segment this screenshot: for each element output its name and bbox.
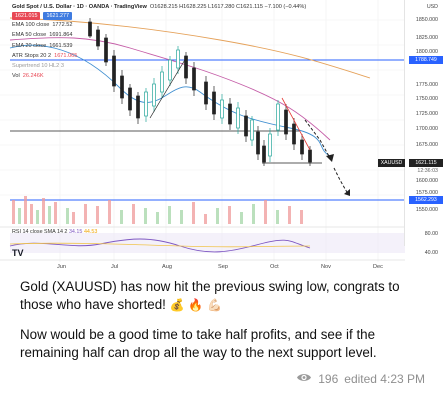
- message-text: Gold (XAUUSD) has now hit the previous s…: [20, 278, 425, 374]
- edited-timestamp: edited 4:23 PM: [344, 372, 425, 386]
- volume-bars: [12, 196, 303, 224]
- rsi-sma-value: 44.53: [83, 229, 98, 235]
- rsi-sma-line: [9, 242, 311, 248]
- money-bag-emoji: 💰: [169, 298, 185, 312]
- price-axis-label: 1600.000: [415, 178, 438, 184]
- rsi-axis-label: 40.00: [424, 250, 438, 256]
- message-footer: 196 edited 4:23 PM: [296, 372, 425, 386]
- price-tag-2: 1621.277: [43, 12, 72, 21]
- indicator-label: EMA 100 close: [12, 22, 50, 29]
- price-axis-label: 1725.000: [415, 111, 438, 117]
- indicator-label: EMA 50 close: [12, 32, 47, 39]
- tradingview-logo: TV: [12, 248, 24, 258]
- time-label: Jul: [111, 264, 119, 270]
- time-axis: Jun Jul Aug Sep Oct Nov Dec: [0, 262, 405, 274]
- fire-emoji: 🔥: [188, 298, 204, 312]
- flexed-arm-emoji: 💪🏻: [207, 298, 222, 312]
- current-price-label: 1621.115: [409, 159, 443, 167]
- indicator-value: 1661.539: [49, 42, 73, 49]
- time-label: Oct: [270, 264, 279, 270]
- price-axis-label: 1825.000: [415, 35, 438, 41]
- rsi-legend: RSI 14 close SMA 14 2 34.15 44.53: [12, 229, 97, 235]
- chart-svg: [0, 0, 405, 262]
- ema-50-line: [9, 37, 331, 141]
- price-axis: USD 1850.000 1825.000 1800.000 1788.749 …: [404, 0, 443, 256]
- projection-arrow-2: [333, 167, 349, 195]
- paragraph-1-text: Gold (XAUUSD) has now hit the previous s…: [20, 279, 400, 312]
- support-price-label: 1562.293: [409, 196, 443, 204]
- chart-image[interactable]: Gold Spot / U.S. Dollar · 1D · OANDA · T…: [0, 0, 443, 274]
- time-label: Nov: [321, 264, 331, 270]
- ohlc-values: O1628.215 H1628.225 L1617.280 C1621.115 …: [149, 4, 307, 10]
- price-axis-label: 1800.000: [415, 49, 438, 55]
- time-label: Sep: [218, 264, 228, 270]
- view-count: 196: [318, 372, 339, 386]
- price-axis-label: 1550.000: [415, 207, 438, 213]
- chart-legend: Gold Spot / U.S. Dollar · 1D · OANDA · T…: [12, 2, 306, 81]
- rsi-label: RSI 14 close SMA 14 2: [12, 229, 68, 235]
- indicator-label: Vol: [12, 73, 20, 80]
- ema-100-line: [9, 17, 371, 79]
- price-axis-label: 1750.000: [415, 96, 438, 102]
- indicator-value: 26.246K: [22, 73, 44, 80]
- candles: [88, 18, 312, 166]
- price-axis-label: 1850.000: [415, 17, 438, 23]
- price-axis-currency: USD: [426, 4, 438, 10]
- indicator-value: 1772.52: [52, 22, 73, 29]
- price-axis-label: 1775.000: [415, 82, 438, 88]
- time-label: Aug: [162, 264, 172, 270]
- projection-arrow-1: [304, 119, 331, 159]
- time-label: Jun: [57, 264, 67, 270]
- price-axis-label: 1675.000: [415, 142, 438, 148]
- time-label: Dec: [373, 264, 383, 270]
- symbol-line: Gold Spot / U.S. Dollar · 1D · OANDA · T…: [12, 4, 147, 10]
- indicator-label: Supertrend 10 HL2 3: [12, 63, 64, 70]
- symbol-tag: XAUUSD: [378, 159, 405, 167]
- price-tag-1: 1621.015: [12, 12, 41, 21]
- indicator-value: 1671.065: [54, 52, 78, 59]
- indicator-label: ATR Stops 20 2: [12, 52, 52, 59]
- ema-20-line: [9, 44, 331, 157]
- rsi-value: 34.15: [68, 229, 83, 235]
- price-axis-label: 1700.000: [415, 126, 438, 132]
- rsi-axis-label: 80.00: [424, 231, 438, 237]
- resistance-price-label: 1788.749: [409, 56, 443, 64]
- paragraph-2: Now would be a good time to take half pr…: [20, 327, 377, 360]
- indicator-label: EMA 20 close: [12, 42, 47, 49]
- eye-icon: [296, 372, 312, 386]
- paragraph-1: Gold (XAUUSD) has now hit the previous s…: [20, 278, 425, 314]
- indicator-value: 1691.864: [49, 32, 73, 39]
- price-axis-label: 1575.000: [415, 190, 438, 196]
- countdown: 12:36:03: [417, 168, 438, 174]
